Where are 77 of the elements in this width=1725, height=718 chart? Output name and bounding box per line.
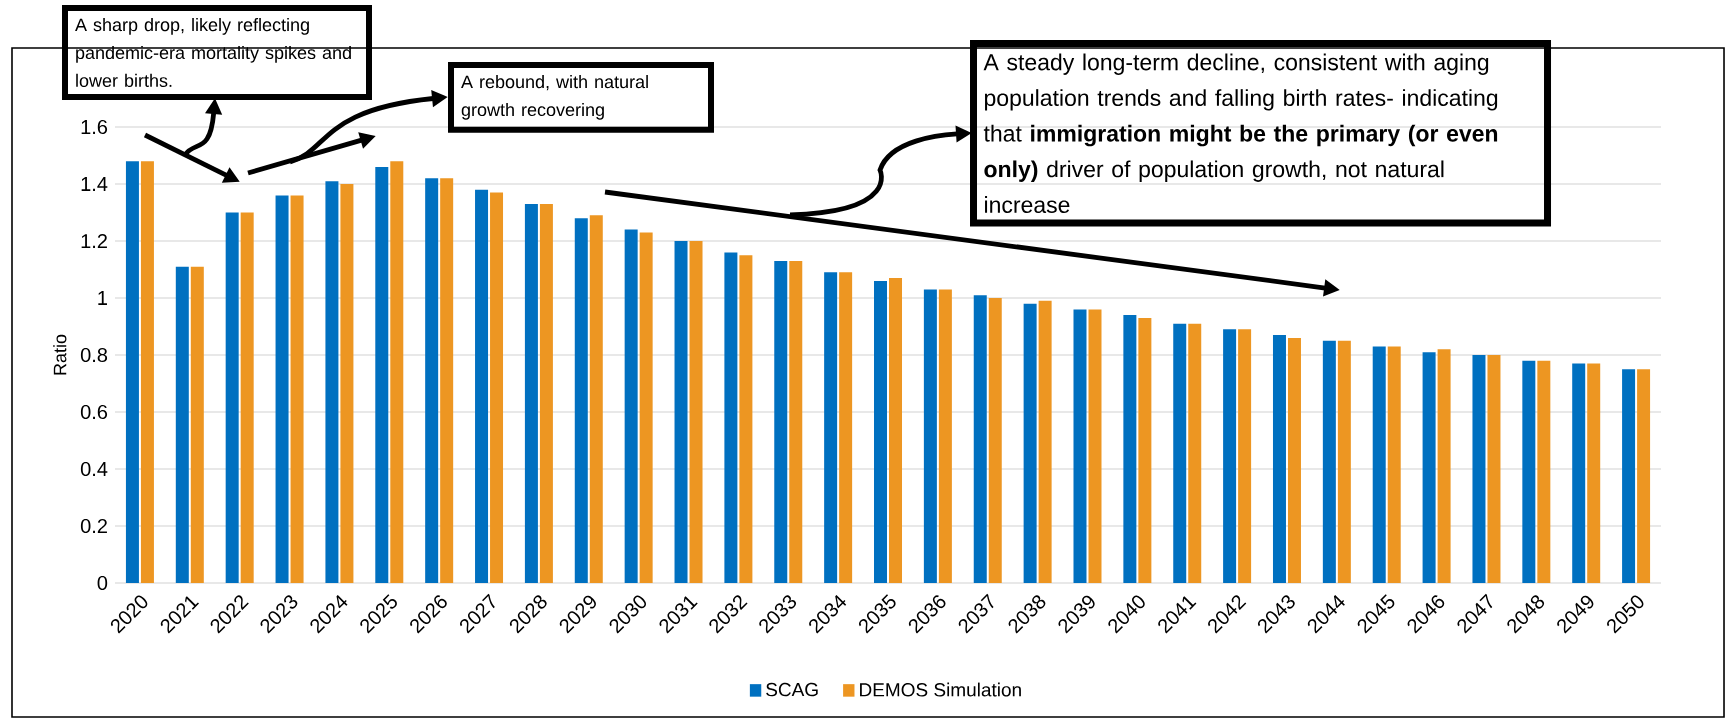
bar <box>325 181 339 583</box>
bar <box>1387 346 1401 583</box>
bar <box>674 241 688 583</box>
bar <box>140 161 154 583</box>
y-tick-label: 1.2 <box>81 234 107 248</box>
bar <box>1487 355 1501 583</box>
bar <box>1472 355 1486 583</box>
y-tick-label: 0 <box>97 575 108 591</box>
bar <box>639 232 653 583</box>
bar <box>1038 300 1052 583</box>
y-tick-label: 1 <box>98 291 107 305</box>
bar <box>624 229 638 583</box>
bar <box>275 195 289 583</box>
bar <box>724 252 738 583</box>
bar <box>1023 303 1037 583</box>
bar <box>1587 363 1601 583</box>
bar <box>524 203 538 583</box>
bar <box>1622 369 1636 583</box>
bar <box>490 192 504 583</box>
legend-label: SCAG <box>766 682 818 697</box>
annotation: A steady long-term decline, consistent with aging population trends and falling birth rates- indicating that immigration might be the primary (or even only) driver of population growth, not natural increase <box>983 53 1498 213</box>
bar <box>574 218 588 583</box>
text: A sharp drop, likely reflecting pandemic-era mortality spikes and lower births. <box>75 17 351 88</box>
bar <box>824 272 838 583</box>
bar <box>1272 335 1286 583</box>
bar <box>539 203 553 583</box>
bar <box>589 215 603 583</box>
bar <box>689 241 703 583</box>
bar <box>475 189 489 583</box>
bar <box>973 295 987 583</box>
text: A rebound, with natural growth recovering <box>461 74 648 120</box>
bar <box>340 184 354 583</box>
bar <box>1123 315 1137 583</box>
y-tick-label: 1.4 <box>81 177 108 191</box>
bar <box>1572 363 1586 583</box>
y-tick-label: 1.6 <box>81 119 108 135</box>
y-tick-label: 0.8 <box>80 347 108 363</box>
bar <box>1322 340 1336 583</box>
bar <box>1372 346 1386 583</box>
bar <box>290 195 304 583</box>
bar <box>1522 360 1536 583</box>
bar <box>988 298 1002 583</box>
bar <box>1173 323 1187 583</box>
bar <box>874 280 888 583</box>
bar <box>1637 369 1651 583</box>
bar <box>375 166 389 583</box>
bar <box>440 178 454 583</box>
bar <box>390 161 404 583</box>
bar <box>774 260 788 583</box>
bar <box>175 266 189 583</box>
bar <box>1537 360 1551 583</box>
bar <box>1138 317 1152 583</box>
bar <box>125 161 139 583</box>
bar <box>839 272 853 583</box>
legend-label: DEMOS Simulation <box>860 682 1021 697</box>
bar <box>240 212 254 583</box>
bar <box>889 278 903 583</box>
bar <box>923 289 937 583</box>
bar <box>1422 352 1436 583</box>
bar <box>1188 323 1202 583</box>
bar <box>190 266 204 583</box>
bar <box>1337 340 1351 583</box>
y-tick-label: 0.2 <box>80 518 107 534</box>
bar <box>789 260 803 583</box>
y-tick-label: 0.6 <box>80 404 108 420</box>
bar <box>225 212 239 583</box>
bar <box>1437 349 1451 583</box>
bar <box>425 178 439 583</box>
y-axis-title: Ratio <box>53 334 67 375</box>
y-tick-label: 0.4 <box>80 461 108 477</box>
bar <box>1238 329 1252 583</box>
bar <box>1088 309 1102 583</box>
bar <box>1223 329 1237 583</box>
bar <box>1073 309 1087 583</box>
bar <box>1287 337 1301 583</box>
bar <box>739 255 753 583</box>
bar <box>938 289 952 583</box>
